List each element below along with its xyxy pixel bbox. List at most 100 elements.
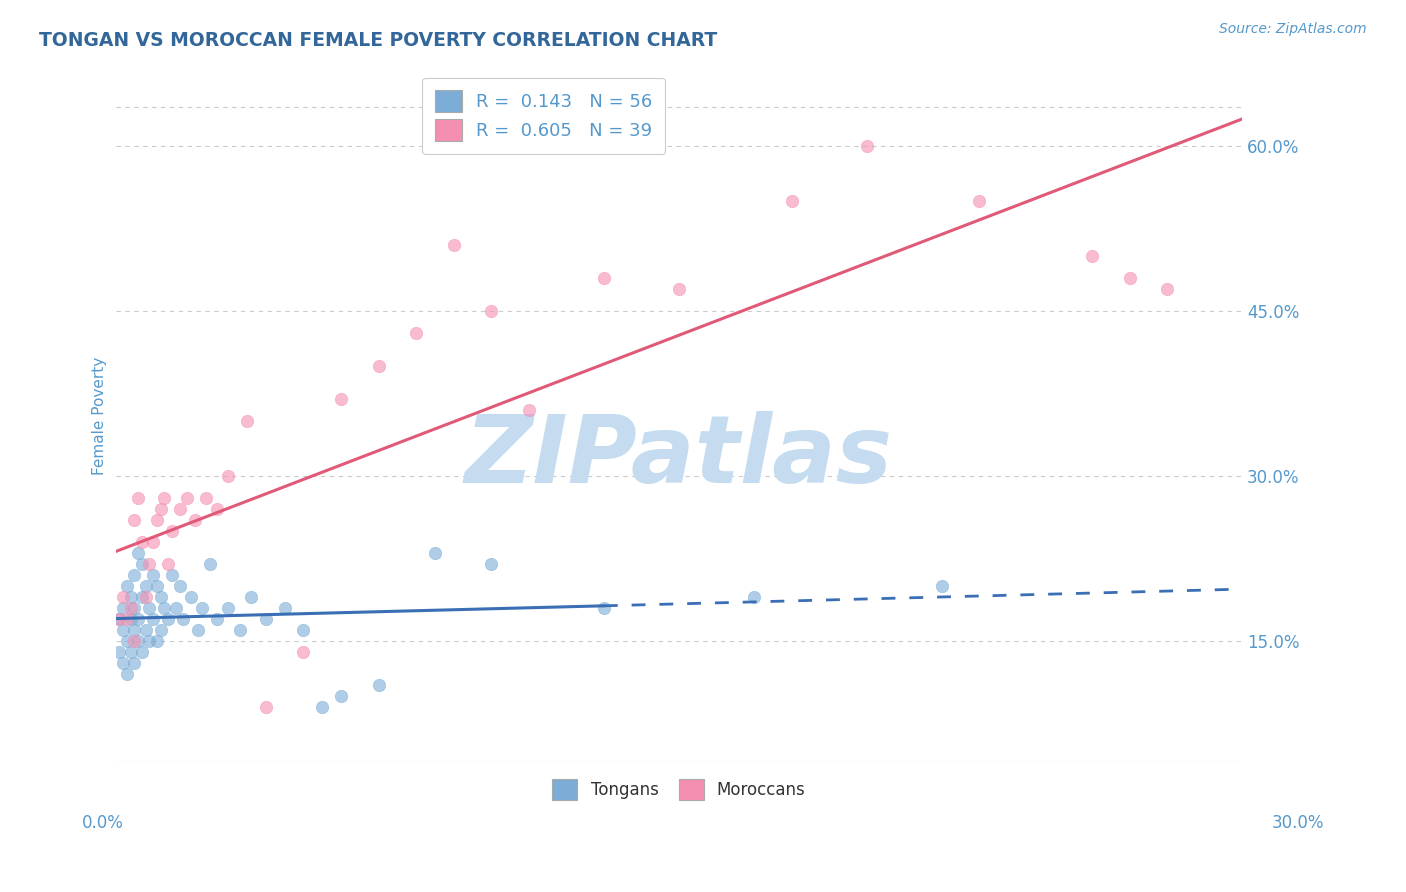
Point xyxy=(1081,249,1104,263)
Point xyxy=(146,579,169,593)
Point xyxy=(131,558,153,572)
Point xyxy=(160,524,183,538)
Point xyxy=(176,491,198,505)
Point xyxy=(172,612,194,626)
Point xyxy=(135,579,157,593)
Point xyxy=(405,326,427,340)
Text: 30.0%: 30.0% xyxy=(1272,814,1324,831)
Point xyxy=(273,601,295,615)
Point xyxy=(292,624,315,638)
Point xyxy=(517,403,540,417)
Point xyxy=(142,535,165,549)
Point xyxy=(149,502,172,516)
Point xyxy=(135,591,157,605)
Point xyxy=(127,634,149,648)
Point xyxy=(780,194,803,208)
Point xyxy=(124,634,146,648)
Point xyxy=(115,634,138,648)
Point xyxy=(479,558,502,572)
Point xyxy=(138,634,160,648)
Point xyxy=(127,612,149,626)
Legend: Tongans, Moroccans: Tongans, Moroccans xyxy=(546,772,813,806)
Point xyxy=(165,601,187,615)
Point xyxy=(112,591,135,605)
Point xyxy=(254,700,277,714)
Point xyxy=(423,546,446,560)
Point xyxy=(187,624,209,638)
Point xyxy=(108,612,131,626)
Point xyxy=(142,568,165,582)
Point xyxy=(183,513,205,527)
Point xyxy=(367,359,389,373)
Point xyxy=(115,612,138,626)
Point xyxy=(131,645,153,659)
Point xyxy=(138,601,160,615)
Point xyxy=(127,546,149,560)
Point xyxy=(112,624,135,638)
Point xyxy=(855,138,877,153)
Point xyxy=(120,591,142,605)
Point xyxy=(108,645,131,659)
Point xyxy=(120,645,142,659)
Point xyxy=(254,612,277,626)
Point xyxy=(228,624,250,638)
Point xyxy=(153,601,176,615)
Point xyxy=(115,667,138,681)
Text: 0.0%: 0.0% xyxy=(82,814,124,831)
Point xyxy=(120,601,142,615)
Point xyxy=(157,558,180,572)
Point xyxy=(120,612,142,626)
Text: Source: ZipAtlas.com: Source: ZipAtlas.com xyxy=(1219,22,1367,37)
Point xyxy=(157,612,180,626)
Point xyxy=(217,469,239,483)
Point xyxy=(124,601,146,615)
Point xyxy=(146,634,169,648)
Point xyxy=(169,502,191,516)
Point xyxy=(194,491,217,505)
Point xyxy=(142,612,165,626)
Point xyxy=(931,579,953,593)
Point xyxy=(668,282,690,296)
Point xyxy=(239,591,262,605)
Point xyxy=(115,579,138,593)
Point xyxy=(112,657,135,671)
Point xyxy=(127,491,149,505)
Point xyxy=(149,624,172,638)
Point xyxy=(479,303,502,318)
Point xyxy=(292,645,315,659)
Point xyxy=(198,558,221,572)
Point xyxy=(124,513,146,527)
Point xyxy=(131,591,153,605)
Point xyxy=(149,591,172,605)
Point xyxy=(124,624,146,638)
Point xyxy=(124,568,146,582)
Point xyxy=(205,502,228,516)
Point xyxy=(443,237,465,252)
Point xyxy=(592,270,614,285)
Point xyxy=(124,657,146,671)
Point xyxy=(330,690,353,704)
Point xyxy=(367,678,389,692)
Point xyxy=(191,601,214,615)
Y-axis label: Female Poverty: Female Poverty xyxy=(93,357,107,475)
Point xyxy=(153,491,176,505)
Point xyxy=(236,414,259,428)
Point xyxy=(592,601,614,615)
Point xyxy=(217,601,239,615)
Text: TONGAN VS MOROCCAN FEMALE POVERTY CORRELATION CHART: TONGAN VS MOROCCAN FEMALE POVERTY CORREL… xyxy=(39,31,717,50)
Point xyxy=(138,558,160,572)
Point xyxy=(160,568,183,582)
Point xyxy=(169,579,191,593)
Point xyxy=(969,194,991,208)
Point xyxy=(330,392,353,406)
Point xyxy=(112,601,135,615)
Point xyxy=(742,591,765,605)
Point xyxy=(108,612,131,626)
Point xyxy=(180,591,202,605)
Point xyxy=(1156,282,1178,296)
Point xyxy=(131,535,153,549)
Point xyxy=(1118,270,1140,285)
Point xyxy=(311,700,333,714)
Text: ZIPatlas: ZIPatlas xyxy=(465,411,893,503)
Point xyxy=(135,624,157,638)
